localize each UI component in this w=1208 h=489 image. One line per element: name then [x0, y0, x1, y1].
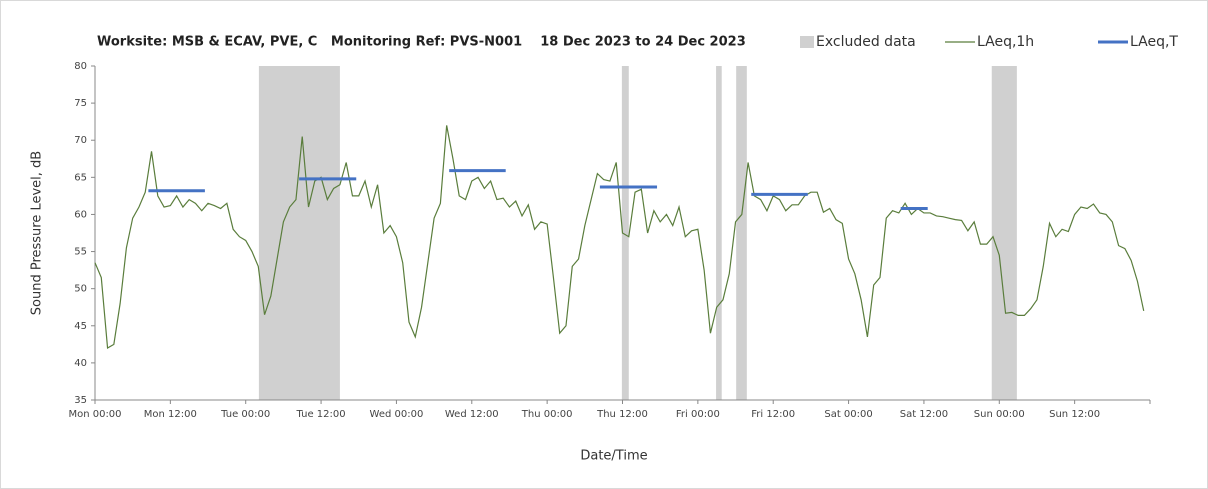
plot-area: 35 40 45 50 55 60 65 70 75 80 Mon 00:00 Mon 12:00 Tu…	[68, 61, 1151, 420]
x-tick-label: Sat 12:00	[900, 409, 948, 420]
data-line	[94, 125, 1145, 350]
x-tick-label: Wed 12:00	[445, 409, 499, 420]
excluded-band	[716, 66, 722, 400]
y-tick-label: 35	[74, 395, 87, 406]
y-axis-label: Sound Pressure Level, dB	[30, 151, 45, 315]
legend-swatch	[800, 36, 814, 48]
y-tick-label: 60	[74, 209, 87, 220]
y-tick-label: 55	[74, 247, 87, 258]
excluded-band	[621, 66, 629, 400]
x-tick-label: Sat 00:00	[824, 409, 872, 420]
y-tick-label: 40	[74, 358, 87, 369]
excluded-band	[736, 66, 747, 400]
x-tick-label: Thu 00:00	[521, 409, 573, 420]
y-tick-label: 45	[74, 321, 87, 332]
y-tick-label: 65	[74, 172, 87, 183]
x-tick-label: Fri 00:00	[676, 409, 720, 420]
legend-label: LAeq,1h	[977, 34, 1034, 50]
y-tick-label: 70	[74, 135, 87, 146]
legend-label: LAeq,T	[1130, 34, 1178, 50]
x-tick-label: Tue 12:00	[296, 409, 346, 420]
x-tick-label: Wed 00:00	[370, 409, 424, 420]
x-tick-label: Mon 12:00	[144, 409, 197, 420]
x-tick-label: Sun 12:00	[1049, 409, 1100, 420]
excluded-band	[258, 66, 340, 400]
y-tick-label: 75	[74, 98, 87, 109]
excluded-band	[991, 66, 1017, 400]
x-axis-label: Date/Time	[580, 449, 647, 464]
x-tick-label: Fri 12:00	[751, 409, 795, 420]
chart-title: Worksite: MSB & ECAV, PVE, C Monitoring …	[97, 35, 746, 50]
x-tick-label: Sun 00:00	[974, 409, 1025, 420]
y-tick-label: 80	[74, 61, 87, 72]
x-tick-label: Mon 00:00	[68, 409, 121, 420]
legend-label: Excluded data	[816, 34, 916, 50]
y-tick-label: 50	[74, 284, 87, 295]
x-tick-label: Thu 12:00	[596, 409, 648, 420]
x-tick-label: Tue 00:00	[220, 409, 270, 420]
